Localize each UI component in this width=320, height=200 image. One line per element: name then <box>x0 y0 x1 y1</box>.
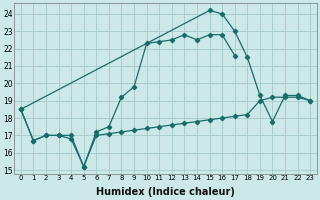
X-axis label: Humidex (Indice chaleur): Humidex (Indice chaleur) <box>96 187 235 197</box>
